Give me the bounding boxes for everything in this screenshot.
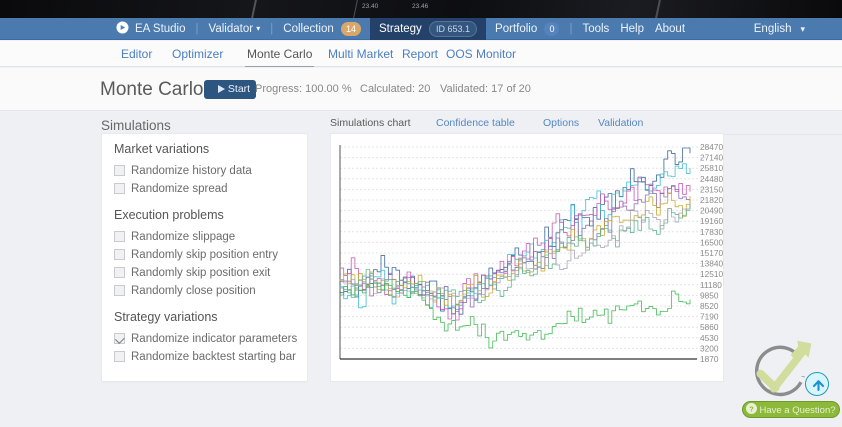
- svg-text:?: ?: [750, 404, 755, 413]
